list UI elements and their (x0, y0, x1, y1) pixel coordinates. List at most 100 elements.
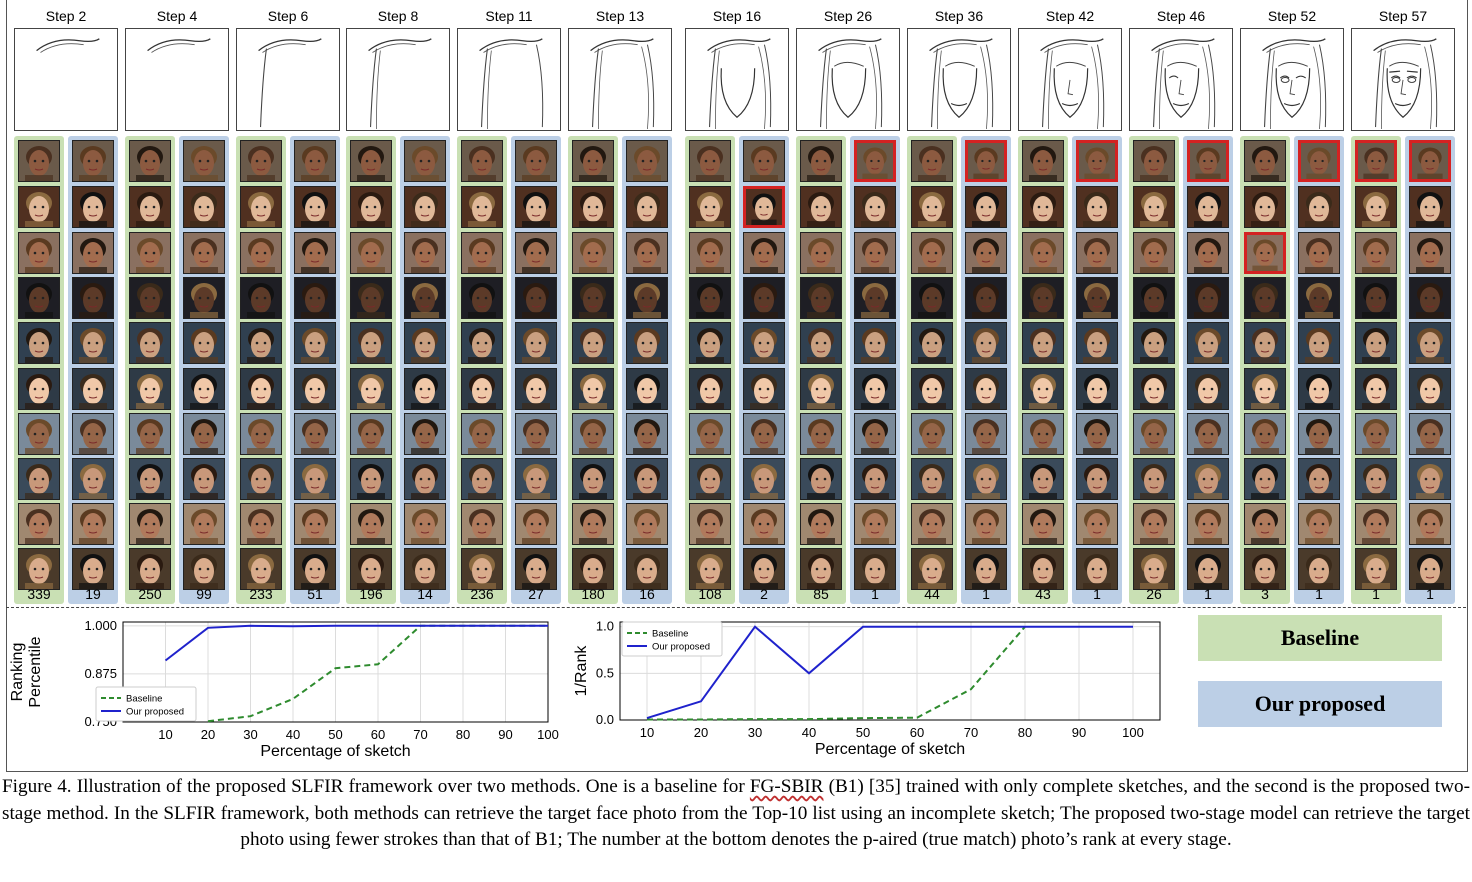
proposed-series-line (646, 625, 1133, 720)
face-photo-thumbnail (800, 140, 842, 182)
face-photo-thumbnail (240, 368, 282, 410)
x-axis-label: Percentage of sketch (260, 743, 410, 760)
legend-proposed-box: Our proposed (1198, 681, 1442, 727)
target-photo-thumbnail (1298, 140, 1340, 182)
face-photo-thumbnail (404, 458, 446, 500)
proposed-rank: 1 (982, 586, 990, 602)
baseline-rank: 44 (924, 586, 940, 602)
proposed-rank: 1 (1204, 586, 1212, 602)
baseline-rank: 250 (138, 586, 162, 602)
x-tick-label: 100 (1122, 725, 1144, 740)
face-photo-thumbnail (1076, 413, 1118, 455)
face-photo-thumbnail (689, 368, 731, 410)
face-photo-thumbnail (1022, 140, 1064, 182)
face-photo-thumbnail (854, 322, 896, 364)
baseline-results-column: 236 (457, 136, 507, 604)
x-tick-label: 10 (158, 727, 172, 742)
target-photo-thumbnail (854, 140, 896, 182)
face-photo-thumbnail (1076, 322, 1118, 364)
face-photo-thumbnail (515, 503, 557, 545)
face-photo-thumbnail (515, 548, 557, 590)
partial-sketch (457, 28, 561, 131)
face-photo-thumbnail (72, 548, 114, 590)
x-tick-label: 10 (640, 725, 654, 740)
face-photo-thumbnail (1409, 458, 1451, 500)
face-photo-thumbnail (1076, 368, 1118, 410)
face-photo-thumbnail (18, 140, 60, 182)
face-photo-thumbnail (572, 413, 614, 455)
face-photo-thumbnail (1244, 186, 1286, 228)
proposed-rank: 1 (871, 586, 879, 602)
face-photo-thumbnail (626, 458, 668, 500)
face-photo-thumbnail (1298, 186, 1340, 228)
face-photo-thumbnail (1076, 277, 1118, 319)
x-tick-label: 90 (1072, 725, 1086, 740)
face-photo-thumbnail (1244, 140, 1286, 182)
face-photo-thumbnail (1133, 186, 1175, 228)
face-photo-thumbnail (911, 322, 953, 364)
face-photo-thumbnail (572, 458, 614, 500)
step-label: Step 52 (1267, 8, 1317, 24)
face-photo-thumbnail (461, 232, 503, 274)
target-photo-thumbnail (743, 186, 785, 228)
y-axis-label: Percentile (27, 636, 44, 707)
face-photo-thumbnail (129, 140, 171, 182)
face-photo-thumbnail (800, 322, 842, 364)
baseline-results-column: 3 (1240, 136, 1290, 604)
face-photo-thumbnail (1244, 413, 1286, 455)
face-photo-thumbnail (689, 232, 731, 274)
face-photo-thumbnail (743, 322, 785, 364)
face-photo-thumbnail (1187, 232, 1229, 274)
face-photo-thumbnail (461, 548, 503, 590)
proposed-results-column: 1 (1183, 136, 1233, 604)
face-photo-thumbnail (129, 503, 171, 545)
face-photo-thumbnail (350, 548, 392, 590)
face-photo-thumbnail (626, 232, 668, 274)
y-axis-label: 1/Rank (573, 645, 590, 697)
face-photo-thumbnail (854, 548, 896, 590)
face-photo-thumbnail (18, 368, 60, 410)
face-photo-thumbnail (1076, 503, 1118, 545)
caption-text-1: Figure 4. Illustration of the proposed S… (2, 776, 750, 797)
step-label: Step 13 (595, 8, 645, 24)
face-photo-thumbnail (404, 322, 446, 364)
face-photo-thumbnail (404, 503, 446, 545)
partial-sketch (1018, 28, 1122, 131)
proposed-rank: 19 (85, 586, 101, 602)
face-photo-thumbnail (18, 277, 60, 319)
x-tick-label: 80 (456, 727, 470, 742)
face-photo-thumbnail (1355, 322, 1397, 364)
face-photo-thumbnail (294, 368, 336, 410)
face-photo-thumbnail (572, 503, 614, 545)
proposed-series-line (164, 624, 548, 662)
face-photo-thumbnail (1133, 232, 1175, 274)
face-photo-thumbnail (1298, 277, 1340, 319)
face-photo-thumbnail (1298, 413, 1340, 455)
face-photo-thumbnail (1133, 413, 1175, 455)
proposed-rank: 2 (760, 586, 768, 602)
face-photo-thumbnail (240, 277, 282, 319)
face-photo-thumbnail (1187, 458, 1229, 500)
face-photo-thumbnail (183, 140, 225, 182)
face-photo-thumbnail (572, 232, 614, 274)
face-photo-thumbnail (1133, 322, 1175, 364)
target-photo-thumbnail (1409, 140, 1451, 182)
face-photo-thumbnail (1298, 548, 1340, 590)
step-label: Step 46 (1156, 8, 1206, 24)
face-photo-thumbnail (1298, 458, 1340, 500)
face-photo-thumbnail (461, 368, 503, 410)
face-photo-thumbnail (72, 458, 114, 500)
face-photo-thumbnail (404, 277, 446, 319)
face-photo-thumbnail (18, 322, 60, 364)
face-photo-thumbnail (294, 232, 336, 274)
face-photo-thumbnail (129, 368, 171, 410)
x-tick-label: 80 (1018, 725, 1032, 740)
face-photo-thumbnail (1076, 232, 1118, 274)
x-tick-label: 20 (694, 725, 708, 740)
face-photo-thumbnail (743, 140, 785, 182)
face-photo-thumbnail (72, 186, 114, 228)
figure-caption: Figure 4. Illustration of the proposed S… (2, 774, 1470, 854)
face-photo-thumbnail (1187, 322, 1229, 364)
face-photo-thumbnail (1409, 232, 1451, 274)
face-photo-thumbnail (800, 368, 842, 410)
